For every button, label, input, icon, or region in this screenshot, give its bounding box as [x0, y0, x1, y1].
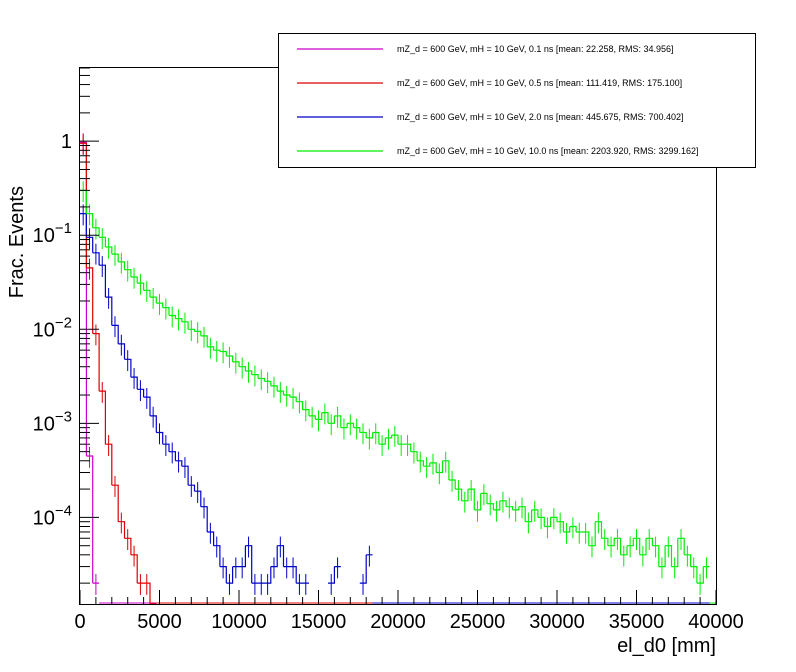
- x-tick-label: 0: [74, 611, 85, 633]
- legend: mZ_d = 600 GeV, mH = 10 GeV, 0.1 ns [mea…: [278, 33, 756, 168]
- series-4: [80, 181, 716, 604]
- y-tick-label: 10−3: [33, 408, 72, 435]
- x-tick-label: 35000: [609, 611, 665, 633]
- histogram-line: [80, 213, 373, 584]
- x-tick-label: 40000: [688, 611, 744, 633]
- legend-label: mZ_d = 600 GeV, mH = 10 GeV, 0.5 ns [mea…: [397, 78, 682, 88]
- histogram-line: [80, 141, 100, 584]
- legend-box: [278, 33, 756, 168]
- x-tick-label: 15000: [291, 611, 347, 633]
- x-axis-title: el_d0 [mm]: [617, 635, 716, 657]
- x-tick-label: 30000: [529, 611, 585, 633]
- x-tick-label: 20000: [370, 611, 426, 633]
- y-tick-label: 1: [61, 131, 72, 153]
- series-2: [80, 134, 716, 605]
- legend-label: mZ_d = 600 GeV, mH = 10 GeV, 2.0 ns [mea…: [397, 112, 684, 122]
- y-tick-label: 10−2: [33, 314, 72, 341]
- histogram-line: [80, 189, 710, 584]
- series-1: [80, 133, 716, 604]
- series-layer: [80, 133, 716, 605]
- x-axis: 0 5000 10000 15000 20000 25000 30000 35000 40000: [74, 590, 744, 633]
- legend-label: mZ_d = 600 GeV, mH = 10 GeV, 10.0 ns [me…: [397, 146, 699, 156]
- x-tick-label: 25000: [450, 611, 506, 633]
- y-tick-label: 10−1: [33, 220, 72, 247]
- y-axis-title: Frac. Events: [6, 186, 28, 298]
- histogram-line: [80, 142, 157, 605]
- y-axis: 10−4 10−3 10−2 10−1 1: [33, 67, 99, 584]
- y-tick-label: 10−4: [33, 502, 72, 529]
- x-tick-label: 10000: [211, 611, 267, 633]
- x-tick-label: 5000: [137, 611, 182, 633]
- legend-label: mZ_d = 600 GeV, mH = 10 GeV, 0.1 ns [mea…: [397, 44, 674, 54]
